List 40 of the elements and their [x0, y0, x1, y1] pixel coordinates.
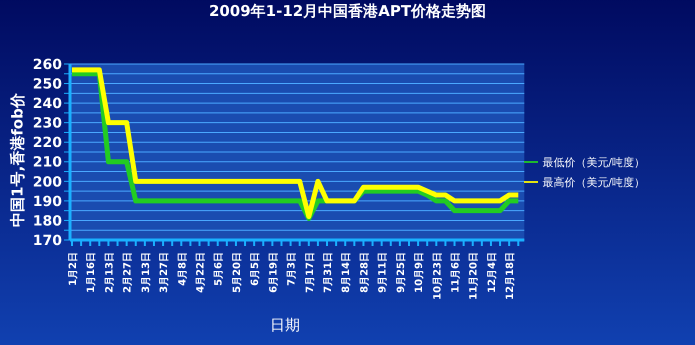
chart-title: 2009年1-12月中国香港APT价格走势图 — [208, 2, 488, 21]
y-axis-title: 中国1号,香港fob价 — [8, 93, 28, 227]
x-tick-label: 1月16日 — [86, 252, 98, 293]
x-tick-label: 8月14日 — [341, 252, 352, 293]
x-tick-label: 9月25日 — [396, 252, 407, 293]
x-tick-label: 3月27日 — [159, 252, 170, 293]
x-tick-label: 4月8日 — [177, 252, 188, 286]
y-tick-label: 240 — [32, 96, 62, 112]
legend-label: 最低价（美元/吨度） — [542, 156, 645, 168]
x-tick-label: 5月20日 — [232, 252, 243, 293]
x-tick-label: 11月6日 — [450, 252, 462, 293]
y-tick-label: 250 — [32, 76, 62, 93]
x-tick-label: 10月9日 — [414, 252, 426, 293]
y-tick-label: 190 — [32, 194, 62, 210]
x-tick-label: 7月3日 — [286, 252, 298, 286]
x-axis-title: 日期 — [269, 316, 301, 335]
x-tick-label: 7月17日 — [304, 252, 316, 293]
x-tick-label: 2月13日 — [104, 252, 116, 293]
y-tick-label: 220 — [32, 135, 62, 152]
y-tick-label: 170 — [32, 232, 62, 249]
y-tick-label: 210 — [32, 154, 62, 171]
x-tick-label: 12月4日 — [486, 252, 498, 293]
x-tick-label: 2月27日 — [122, 252, 134, 293]
x-tick-label: 7月31日 — [323, 252, 334, 293]
x-tick-label: 11月20日 — [468, 252, 480, 300]
x-tick-label: 9月11日 — [378, 252, 389, 293]
x-tick-label: 10月23日 — [432, 252, 444, 300]
x-tick-label: 3月13日 — [140, 252, 152, 293]
x-tick-label: 1月2日 — [68, 252, 79, 286]
legend-label: 最高价（美元/吨度） — [542, 176, 645, 188]
x-tick-label: 12月18日 — [505, 252, 516, 300]
x-tick-label: 5月6日 — [214, 252, 225, 286]
y-tick-label: 180 — [32, 213, 62, 230]
x-tick-label: 6月19日 — [268, 252, 280, 293]
x-tick-label: 8月28日 — [359, 252, 370, 293]
x-tick-label: 4月22日 — [196, 252, 207, 293]
y-tick-label: 200 — [32, 174, 62, 190]
x-tick-label: 6月5日 — [250, 252, 262, 286]
y-tick-label: 230 — [32, 116, 62, 132]
y-tick-label: 260 — [32, 56, 62, 73]
